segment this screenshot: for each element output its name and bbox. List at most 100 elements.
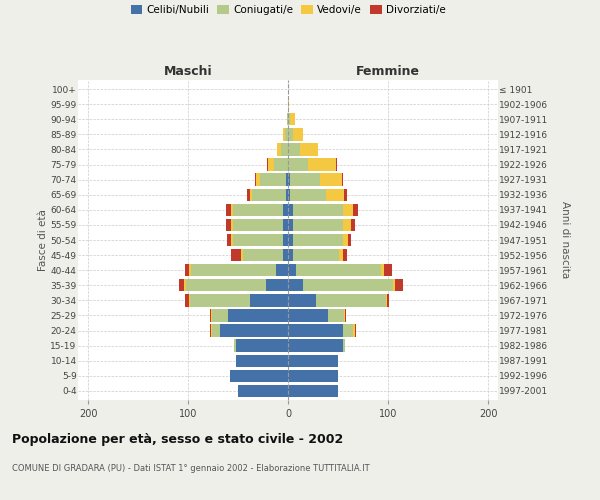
Bar <box>320 174 342 186</box>
Bar <box>283 204 288 216</box>
Bar <box>231 218 233 231</box>
Bar <box>189 264 191 276</box>
Bar <box>339 249 343 262</box>
Bar <box>343 324 353 337</box>
Bar <box>250 188 252 201</box>
Bar <box>300 143 318 156</box>
Bar <box>247 188 250 201</box>
Bar <box>226 204 231 216</box>
Bar <box>336 158 337 170</box>
Bar <box>288 354 338 367</box>
Bar <box>274 158 288 170</box>
Bar <box>268 158 274 170</box>
Bar <box>288 218 293 231</box>
Text: COMUNE DI GRADARA (PU) - Dati ISTAT 1° gennaio 2002 - Elaborazione TUTTITALIA.IT: COMUNE DI GRADARA (PU) - Dati ISTAT 1° g… <box>12 464 370 473</box>
Bar <box>236 340 288 352</box>
Bar <box>283 128 285 140</box>
Bar <box>384 264 392 276</box>
Bar <box>288 279 303 291</box>
Bar <box>238 385 288 397</box>
Y-axis label: Anni di nascita: Anni di nascita <box>560 202 570 278</box>
Bar <box>288 324 343 337</box>
Bar <box>288 174 290 186</box>
Legend: Celibi/Nubili, Coniugati/e, Vedovi/e, Divorziati/e: Celibi/Nubili, Coniugati/e, Vedovi/e, Di… <box>131 5 445 15</box>
Bar <box>290 188 326 201</box>
Bar <box>288 310 328 322</box>
Bar <box>290 174 320 186</box>
Bar <box>303 279 393 291</box>
Bar <box>184 279 186 291</box>
Bar <box>260 174 286 186</box>
Bar <box>293 249 339 262</box>
Bar <box>395 279 403 291</box>
Bar <box>256 174 260 186</box>
Y-axis label: Fasce di età: Fasce di età <box>38 209 47 271</box>
Bar <box>179 279 184 291</box>
Bar <box>290 113 295 126</box>
Bar <box>283 218 288 231</box>
Bar <box>230 370 288 382</box>
Bar <box>234 340 236 352</box>
Bar <box>286 188 288 201</box>
Bar <box>210 310 211 322</box>
Bar <box>286 174 288 186</box>
Bar <box>231 234 233 246</box>
Bar <box>293 128 303 140</box>
Bar <box>393 279 395 291</box>
Bar <box>211 310 212 322</box>
Bar <box>344 188 347 201</box>
Bar <box>293 234 343 246</box>
Bar <box>288 340 343 352</box>
Bar <box>381 264 384 276</box>
Bar <box>241 249 243 262</box>
Bar <box>348 234 351 246</box>
Bar <box>288 128 293 140</box>
Bar <box>266 279 288 291</box>
Bar <box>353 324 355 337</box>
Bar <box>288 98 289 110</box>
Bar <box>283 234 288 246</box>
Bar <box>288 264 296 276</box>
Bar <box>185 264 189 276</box>
Bar <box>344 310 345 322</box>
Bar <box>386 294 387 306</box>
Bar <box>252 188 286 201</box>
Bar <box>281 143 288 156</box>
Text: Femmine: Femmine <box>356 66 420 78</box>
Bar <box>288 234 293 246</box>
Bar <box>316 294 386 306</box>
Bar <box>288 113 290 126</box>
Bar <box>308 158 336 170</box>
Bar <box>288 158 308 170</box>
Bar <box>212 324 220 337</box>
Bar <box>267 158 268 170</box>
Bar <box>343 340 345 352</box>
Bar <box>288 370 338 382</box>
Bar <box>345 310 346 322</box>
Text: Maschi: Maschi <box>164 66 212 78</box>
Bar <box>343 218 351 231</box>
Bar <box>288 249 293 262</box>
Bar <box>185 294 189 306</box>
Bar <box>285 128 288 140</box>
Bar <box>233 218 283 231</box>
Bar <box>250 294 288 306</box>
Bar <box>343 249 347 262</box>
Bar <box>342 174 343 186</box>
Bar <box>343 204 353 216</box>
Bar <box>231 249 241 262</box>
Bar <box>220 324 288 337</box>
Bar <box>288 143 300 156</box>
Bar <box>243 249 283 262</box>
Bar <box>288 204 293 216</box>
Bar <box>328 310 344 322</box>
Bar <box>227 234 231 246</box>
Bar <box>288 188 290 201</box>
Bar <box>189 294 190 306</box>
Bar <box>191 264 276 276</box>
Bar <box>211 324 212 337</box>
Bar <box>293 218 343 231</box>
Bar <box>287 113 288 126</box>
Bar <box>276 264 288 276</box>
Bar <box>226 218 231 231</box>
